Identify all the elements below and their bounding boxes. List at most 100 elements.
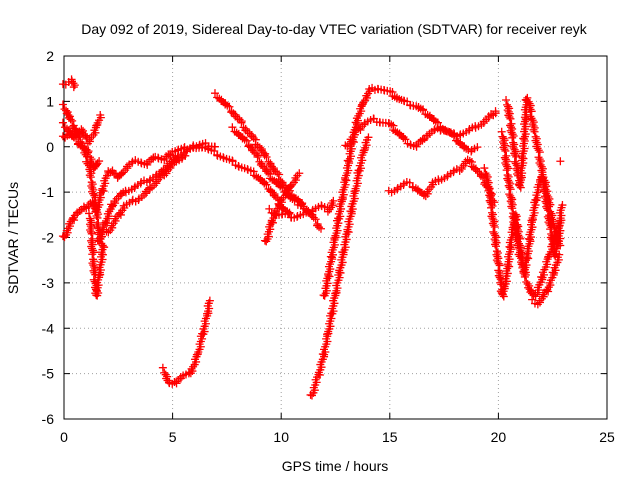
- data-point: [262, 180, 271, 189]
- x-tick-label: 10: [273, 429, 289, 445]
- data-point: [93, 213, 102, 222]
- data-point: [457, 163, 466, 172]
- data-point: [92, 220, 101, 229]
- data-point: [506, 185, 515, 194]
- data-point: [484, 182, 493, 191]
- y-tick-label: -3: [42, 275, 55, 291]
- data-point: [364, 133, 373, 142]
- data-point: [278, 183, 287, 192]
- data-point: [508, 204, 517, 213]
- data-point: [523, 93, 532, 102]
- y-tick-label: -2: [42, 230, 55, 246]
- data-point: [99, 242, 108, 251]
- data-point: [88, 246, 97, 255]
- data-point: [315, 223, 324, 232]
- x-tick-label: 5: [169, 429, 177, 445]
- data-point: [490, 223, 499, 232]
- data-point: [419, 191, 428, 200]
- data-point: [88, 259, 97, 268]
- data-point: [58, 100, 67, 109]
- data-point: [507, 202, 516, 211]
- data-point: [228, 123, 237, 132]
- series-track-17: [341, 114, 482, 156]
- data-point: [494, 271, 503, 280]
- data-point: [503, 100, 512, 109]
- data-point: [500, 145, 509, 154]
- data-point: [86, 173, 95, 182]
- data-point: [546, 225, 555, 234]
- data-point: [311, 215, 320, 224]
- data-point: [534, 146, 543, 155]
- data-point: [96, 110, 105, 119]
- data-point: [491, 240, 500, 249]
- data-point: [341, 141, 350, 150]
- data-point: [497, 288, 506, 297]
- data-point: [309, 213, 318, 222]
- data-point: [555, 250, 564, 259]
- data-point: [499, 143, 508, 152]
- data-point: [529, 125, 538, 134]
- data-point: [273, 194, 282, 203]
- data-point: [69, 83, 78, 92]
- data-point: [237, 118, 246, 127]
- data-point: [495, 261, 504, 270]
- data-point: [242, 136, 251, 145]
- data-point: [78, 142, 87, 151]
- data-point: [295, 169, 304, 178]
- data-point: [89, 248, 98, 257]
- data-point: [502, 166, 511, 175]
- data-point: [86, 225, 95, 234]
- data-point: [527, 107, 536, 116]
- data-point: [87, 242, 96, 251]
- data-point: [89, 266, 98, 275]
- y-tick-label: 0: [46, 139, 54, 155]
- data-point: [487, 203, 496, 212]
- y-tick-label: -5: [42, 366, 55, 382]
- data-point: [530, 127, 539, 136]
- data-point: [158, 363, 167, 372]
- data-point: [505, 183, 514, 192]
- data-point: [70, 81, 79, 90]
- y-axis-label: SDTVAR / TECUs: [5, 182, 21, 294]
- data-point: [511, 221, 520, 230]
- data-point: [84, 148, 93, 157]
- data-point: [485, 184, 494, 193]
- data-point: [491, 107, 500, 116]
- data-point: [108, 167, 117, 176]
- data-point: [503, 106, 512, 115]
- data-point: [509, 218, 518, 227]
- x-tick-label: 15: [382, 429, 398, 445]
- series-track-23: [556, 157, 565, 166]
- data-point: [114, 210, 123, 219]
- data-point: [492, 256, 501, 265]
- data-point: [107, 200, 116, 209]
- data-point: [488, 219, 497, 228]
- data-point: [262, 153, 271, 162]
- series-track-01: [58, 75, 79, 92]
- data-point: [85, 171, 94, 180]
- series-track-06: [85, 209, 108, 300]
- data-point: [509, 132, 518, 141]
- data-point: [511, 151, 520, 160]
- data-point: [505, 113, 514, 122]
- data-point: [487, 212, 496, 221]
- data-point: [87, 229, 96, 238]
- axis-ticks: 0 5 10 15 20 25 -6 -5 -4 -3 -2 -1 0 1 2: [42, 48, 615, 445]
- data-point: [508, 133, 517, 142]
- data-point: [88, 250, 97, 259]
- data-point: [538, 168, 547, 177]
- y-tick-label: -1: [42, 184, 55, 200]
- series-track-15: [306, 133, 373, 400]
- data-point: [476, 172, 485, 181]
- data-point: [510, 219, 519, 228]
- x-tick-label: 25: [599, 429, 615, 445]
- y-tick-label: -4: [42, 320, 55, 336]
- data-point: [58, 118, 67, 127]
- data-point: [504, 164, 513, 173]
- data-point: [110, 169, 119, 178]
- data-point: [504, 181, 513, 190]
- data-point: [513, 169, 522, 178]
- data-point: [492, 242, 501, 251]
- data-point: [497, 127, 506, 136]
- data-point: [526, 105, 535, 114]
